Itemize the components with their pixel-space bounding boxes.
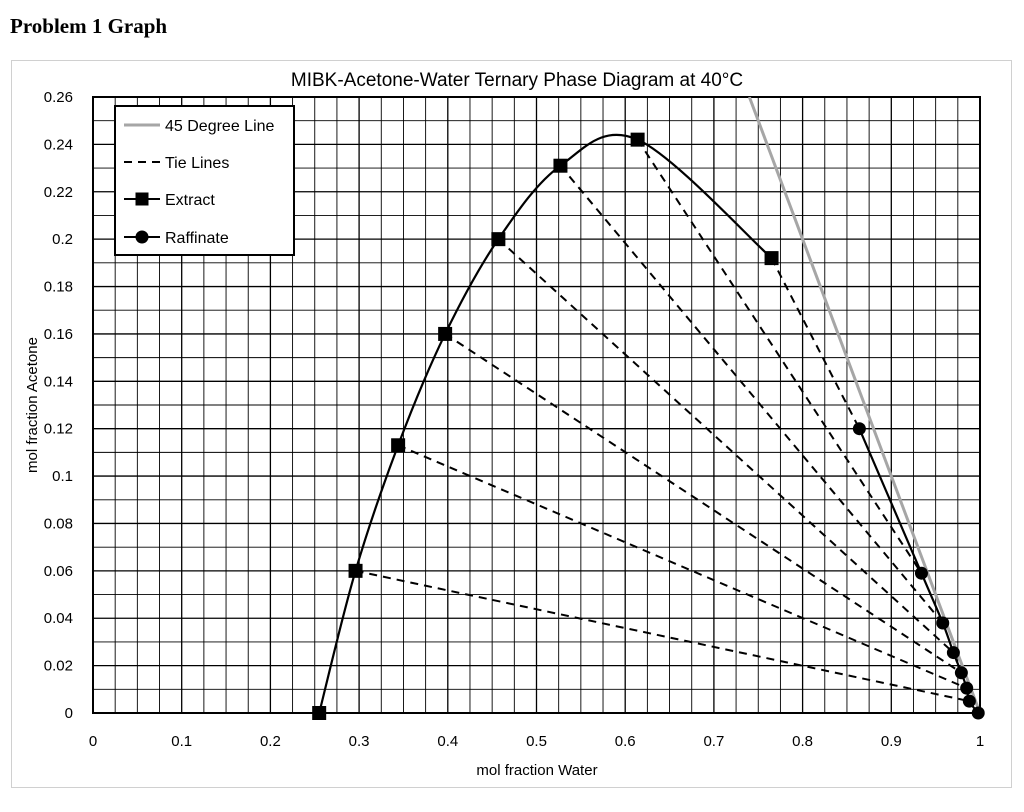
- y-tick-label: 0.2: [52, 231, 73, 248]
- legend-swatch-extract-marker: [135, 192, 149, 206]
- tie-line: [636, 139, 923, 574]
- tie-line: [444, 333, 962, 674]
- y-tick-label: 0: [65, 705, 73, 722]
- page-heading: Problem 1 Graph: [10, 14, 168, 38]
- legend-swatch-raffinate-marker: [135, 230, 149, 244]
- tie-line: [397, 444, 968, 690]
- x-tick-label: 0.9: [881, 733, 902, 750]
- tie-line: [559, 165, 944, 624]
- x-tick-label: 0: [89, 733, 97, 750]
- degree-45-line: [747, 97, 980, 713]
- y-tick-label: 0.02: [44, 658, 73, 675]
- y-tick-label: 0.1: [52, 468, 73, 485]
- plot-content: [355, 97, 980, 713]
- extract-point: [491, 232, 506, 247]
- y-tick-label: 0.12: [44, 421, 73, 438]
- raffinate-point: [936, 616, 950, 630]
- x-tick-label: 1: [976, 733, 984, 750]
- x-tick-label: 0.4: [437, 733, 458, 750]
- extract-point: [438, 326, 453, 341]
- x-tick-label: 0.5: [526, 733, 547, 750]
- x-tick-label: 0.3: [349, 733, 370, 750]
- y-tick-label: 0.08: [44, 515, 73, 532]
- extract-point: [312, 706, 327, 720]
- x-axis-label: mol fraction Water: [476, 762, 597, 779]
- tie-line: [770, 257, 861, 430]
- y-tick-label: 0.22: [44, 184, 73, 201]
- x-tick-label: 0.7: [703, 733, 724, 750]
- legend-label: 45 Degree Line: [165, 118, 275, 135]
- legend-box: [114, 105, 295, 256]
- extract-point: [630, 132, 645, 147]
- y-tick-label: 0.26: [44, 89, 73, 106]
- raffinate-point: [914, 566, 928, 580]
- legend-label: Extract: [165, 192, 215, 209]
- x-tick-label: 0.1: [171, 733, 192, 750]
- tick-labels: 0 0.1 0.2 0.3 0.4 0.5 0.6 0.7 0.8 0.9 1 0 0.02 0.04 0.…: [44, 89, 984, 750]
- raffinate-point: [852, 422, 866, 436]
- x-tick-label: 0.6: [615, 733, 636, 750]
- raffinate-point: [954, 666, 968, 680]
- y-tick-label: 0.04: [44, 610, 73, 627]
- y-tick-label: 0.18: [44, 279, 73, 296]
- plot-border: [92, 96, 981, 714]
- tie-line: [497, 238, 955, 654]
- y-tick-label: 0.24: [44, 136, 73, 153]
- series: [312, 97, 985, 720]
- x-tick-label: 0.2: [260, 733, 281, 750]
- chart-frame: [11, 60, 1012, 788]
- raffinate-point: [960, 681, 974, 695]
- legend-label: Tie Lines: [165, 155, 229, 172]
- y-tick-label: 0.16: [44, 326, 73, 343]
- chart-title: MIBK-Acetone-Water Ternary Phase Diagram…: [291, 70, 743, 91]
- y-tick-label: 0.14: [44, 373, 73, 390]
- tie-line: [355, 569, 970, 703]
- raffinate-point: [971, 706, 985, 720]
- y-tick-label: 0.06: [44, 563, 73, 580]
- raffinate-point: [946, 646, 960, 660]
- extract-point: [764, 251, 779, 266]
- legend: 45 Degree Line Tie Lines Extract Raffinate: [114, 105, 295, 256]
- extract-point: [348, 563, 363, 578]
- x-tick-label: 0.8: [792, 733, 813, 750]
- y-axis-label: mol fraction Acetone: [24, 337, 41, 473]
- extract-point: [391, 438, 406, 453]
- extract-point: [553, 158, 568, 173]
- raffinate-point: [962, 694, 976, 708]
- legend-label: Raffinate: [165, 230, 229, 247]
